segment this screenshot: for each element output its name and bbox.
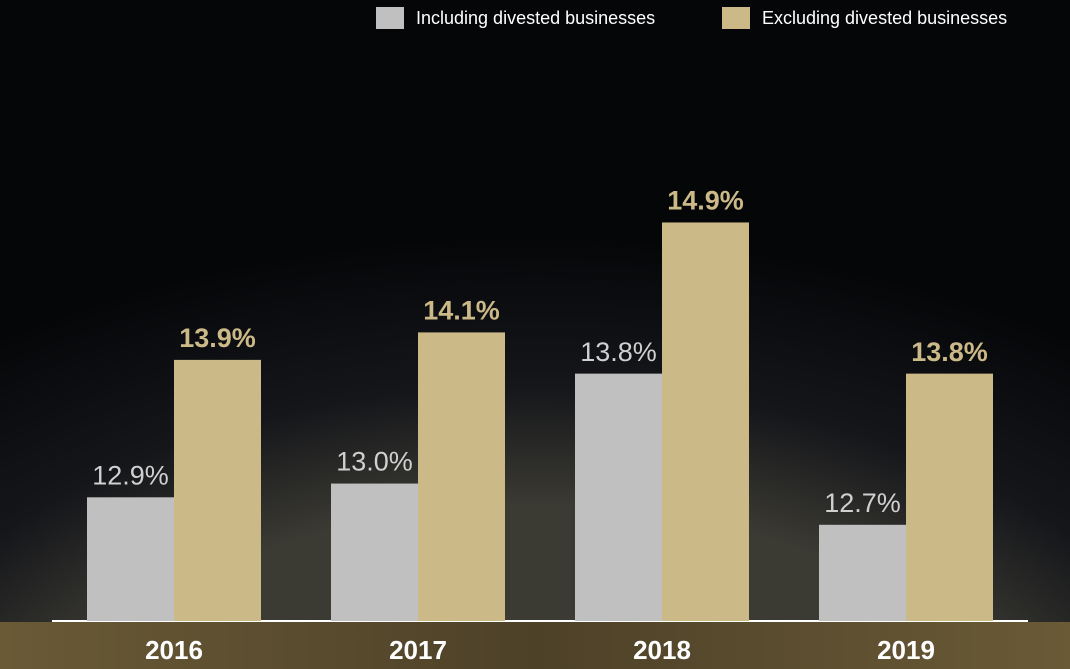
data-label: 13.9%: [179, 323, 256, 353]
bar: [174, 359, 261, 621]
legend-label: Including divested businesses: [416, 8, 655, 28]
bar: [575, 373, 662, 621]
bar: [906, 373, 993, 621]
x-tick-label: 2017: [389, 635, 447, 665]
data-label: 12.7%: [824, 488, 901, 518]
data-label: 13.8%: [580, 337, 657, 367]
x-tick-label: 2018: [633, 635, 691, 665]
bar: [331, 483, 418, 621]
data-label: 14.9%: [667, 186, 744, 216]
legend-swatch: [722, 7, 750, 29]
bar: [87, 497, 174, 621]
data-label: 12.9%: [92, 460, 169, 490]
x-tick-label: 2019: [877, 635, 935, 665]
bar: [418, 332, 505, 621]
bar: [819, 524, 906, 621]
legend-label: Excluding divested businesses: [762, 8, 1007, 28]
data-label: 13.0%: [336, 447, 413, 477]
category-band: [0, 622, 1070, 669]
data-label: 13.8%: [911, 337, 988, 367]
legend-swatch: [376, 7, 404, 29]
bar: [662, 222, 749, 621]
x-tick-label: 2016: [145, 635, 203, 665]
data-label: 14.1%: [423, 296, 500, 326]
